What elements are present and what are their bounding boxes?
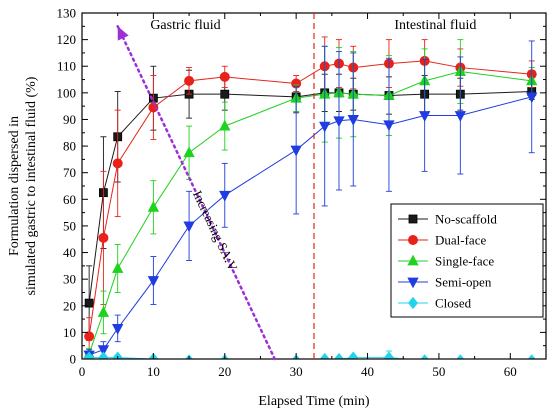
data-point <box>319 352 330 359</box>
y-tick-label: 120 <box>57 32 77 47</box>
series-line <box>88 96 532 356</box>
legend-item: Closed <box>398 296 472 311</box>
y-tick-label: 90 <box>63 112 76 127</box>
x-tick-label: 40 <box>361 364 374 379</box>
y-tick-label: 70 <box>63 165 76 180</box>
y-tick-label: 20 <box>63 298 76 313</box>
region-label: Gastric fluid <box>150 18 220 33</box>
legend-marker <box>407 254 419 266</box>
data-point <box>112 262 124 273</box>
y-tick-label: 60 <box>63 192 76 207</box>
y-tick-label: 80 <box>63 139 76 154</box>
data-point <box>219 119 231 131</box>
series-line <box>89 357 414 359</box>
data-point <box>319 121 331 133</box>
legend-item: Single-face <box>398 254 494 269</box>
data-point <box>527 354 536 359</box>
legend-label: Semi-open <box>435 275 492 290</box>
y-tick-label: 130 <box>57 6 77 21</box>
data-point <box>420 354 429 359</box>
data-point <box>97 345 110 357</box>
data-point <box>383 351 394 359</box>
y-tick-label: 40 <box>63 245 76 260</box>
sav-annotation-label: Increasing SA:V <box>190 188 241 274</box>
data-point <box>97 306 110 317</box>
data-point <box>84 298 94 308</box>
data-point <box>98 232 109 243</box>
y-axis-title-line: Formulation dispersed in <box>7 116 22 256</box>
data-point <box>84 331 95 342</box>
sav-arrow-head <box>117 26 129 41</box>
x-tick-label: 60 <box>504 364 517 379</box>
series-line <box>88 60 532 337</box>
data-point <box>456 354 465 359</box>
data-point <box>333 352 345 359</box>
data-point <box>98 351 109 359</box>
sav-arrow-line <box>116 25 276 361</box>
data-point <box>219 71 230 82</box>
legend-label: Closed <box>435 296 472 311</box>
legend-item: Semi-open <box>398 275 492 290</box>
data-point <box>383 120 395 132</box>
y-tick-label: 10 <box>63 325 76 340</box>
data-point <box>290 145 302 157</box>
x-tick-label: 10 <box>147 364 160 379</box>
legend-label: Single-face <box>435 254 494 269</box>
data-point <box>220 89 230 99</box>
data-point <box>84 351 95 359</box>
x-tick-label: 0 <box>79 364 86 379</box>
y-axis-title-line: simulated gastric to intestinal fluid (%… <box>24 76 39 295</box>
data-point <box>112 158 123 169</box>
data-point <box>147 200 160 212</box>
y-tick-label: 100 <box>57 85 77 100</box>
legend-marker <box>407 277 419 289</box>
series-semi-open <box>83 40 538 359</box>
data-point <box>147 276 160 287</box>
legend-marker <box>407 296 419 310</box>
y-tick-label: 0 <box>70 352 77 367</box>
y-tick-label: 110 <box>57 59 76 74</box>
legend-marker <box>407 234 418 245</box>
data-point <box>347 115 359 126</box>
data-point <box>333 116 345 128</box>
data-point <box>526 92 538 104</box>
region-label: Intestinal fluid <box>394 18 476 33</box>
series-line <box>88 91 532 304</box>
legend: No-scaffold Dual-face Single-face Semi-open… <box>390 203 544 318</box>
legend-item: Dual-face <box>398 233 486 248</box>
legend-item: No-scaffold <box>398 212 497 227</box>
x-tick-label: 50 <box>432 364 445 379</box>
series-line <box>88 71 532 354</box>
data-point <box>112 323 124 335</box>
data-point <box>418 111 431 122</box>
x-axis-title: Elapsed Time (min) <box>258 394 370 409</box>
data-point <box>348 351 359 359</box>
legend-label: Dual-face <box>435 233 486 248</box>
data-point <box>183 146 195 158</box>
legend-marker <box>408 214 418 224</box>
data-point <box>112 351 123 359</box>
plot-area <box>83 36 538 359</box>
y-tick-label: 30 <box>63 272 76 287</box>
x-tick-label: 20 <box>218 364 231 379</box>
data-point <box>184 75 195 86</box>
x-tick-label: 30 <box>290 364 303 379</box>
data-point <box>183 221 195 233</box>
data-point <box>219 190 231 202</box>
legend-label: No-scaffold <box>435 212 497 227</box>
y-tick-label: 50 <box>63 218 76 233</box>
data-point <box>454 111 467 122</box>
